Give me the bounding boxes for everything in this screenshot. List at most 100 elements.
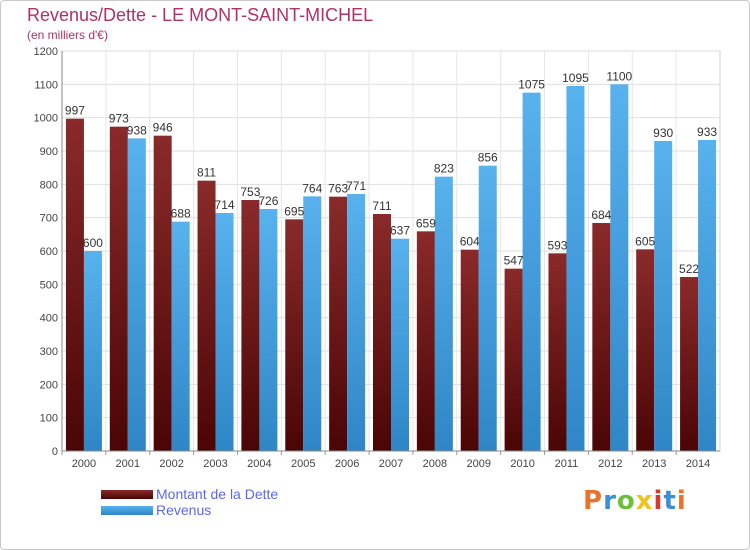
bar-dette bbox=[416, 231, 435, 451]
data-label-dette: 522 bbox=[679, 262, 699, 276]
data-label-dette: 997 bbox=[65, 104, 85, 118]
bar-revenus bbox=[566, 86, 585, 451]
data-label-revenus: 1095 bbox=[562, 71, 589, 85]
data-label-dette: 605 bbox=[635, 234, 655, 248]
data-label-revenus: 600 bbox=[83, 236, 103, 250]
proxiti-logo: Proxiti bbox=[583, 486, 687, 516]
legend-swatch-revenus bbox=[101, 506, 153, 515]
x-tick-label: 2000 bbox=[72, 458, 96, 470]
data-label-revenus: 933 bbox=[697, 125, 717, 139]
bar-revenus bbox=[391, 238, 409, 451]
data-label-dette: 946 bbox=[153, 121, 173, 135]
bar-revenus bbox=[303, 196, 322, 451]
data-label-revenus: 1075 bbox=[518, 78, 545, 92]
y-tick-label: 500 bbox=[40, 279, 58, 291]
data-label-dette: 973 bbox=[109, 112, 129, 126]
data-label-revenus: 938 bbox=[127, 123, 147, 137]
y-tick-label: 1200 bbox=[34, 46, 58, 58]
bar-revenus bbox=[83, 251, 102, 451]
x-tick-label: 2009 bbox=[466, 458, 490, 470]
bar-revenus bbox=[522, 92, 541, 452]
logo-letter: o bbox=[616, 486, 636, 516]
bar-revenus bbox=[698, 140, 717, 451]
y-tick-label: 400 bbox=[40, 313, 58, 325]
x-tick-label: 2005 bbox=[291, 458, 315, 470]
chart-title: Revenus/Dette - LE MONT-SAINT-MICHEL bbox=[27, 5, 374, 25]
x-tick-label: 2011 bbox=[555, 458, 579, 470]
logo-letter: P bbox=[583, 486, 604, 516]
y-tick-label: 200 bbox=[40, 379, 58, 391]
data-label-revenus: 1100 bbox=[606, 69, 632, 83]
data-label-dette: 684 bbox=[591, 208, 611, 222]
x-tick-label: 2003 bbox=[203, 458, 227, 470]
bar-revenus bbox=[434, 176, 453, 451]
data-label-revenus: 688 bbox=[171, 207, 191, 221]
data-label-dette: 695 bbox=[284, 204, 304, 218]
bar-revenus bbox=[478, 165, 497, 451]
x-tick-label: 2007 bbox=[379, 458, 403, 470]
data-label-dette: 659 bbox=[416, 216, 436, 230]
bar-dette bbox=[504, 268, 523, 451]
bar-dette bbox=[680, 277, 699, 451]
legend-label-dette: Montant de la Dette bbox=[156, 486, 279, 502]
bar-dette bbox=[109, 126, 128, 452]
bar-revenus bbox=[215, 213, 234, 451]
bar-revenus bbox=[347, 194, 366, 451]
bar-dette bbox=[241, 200, 260, 451]
bar-dette bbox=[285, 219, 304, 451]
y-tick-label: 900 bbox=[40, 146, 58, 158]
x-tick-label: 2006 bbox=[335, 458, 359, 470]
data-label-revenus: 771 bbox=[346, 179, 366, 193]
x-tick-label: 2014 bbox=[686, 458, 710, 470]
y-tick-label: 300 bbox=[40, 346, 58, 358]
x-tick-label: 2008 bbox=[423, 458, 447, 470]
x-tick-label: 2013 bbox=[642, 458, 666, 470]
data-label-revenus: 764 bbox=[302, 181, 322, 195]
x-tick-label: 2004 bbox=[247, 458, 271, 470]
bar-dette bbox=[592, 223, 611, 451]
data-label-revenus: 930 bbox=[653, 126, 673, 140]
legend-swatch-dette bbox=[101, 490, 153, 499]
bar-dette bbox=[197, 180, 216, 451]
y-tick-label: 0 bbox=[52, 446, 58, 458]
x-tick-label: 2012 bbox=[598, 458, 622, 470]
bar-revenus bbox=[654, 141, 673, 451]
bar-dette bbox=[373, 214, 391, 451]
bar-dette bbox=[329, 196, 348, 451]
bar-revenus bbox=[259, 209, 278, 451]
data-label-dette: 711 bbox=[372, 199, 391, 213]
y-tick-label: 600 bbox=[40, 246, 58, 258]
y-tick-label: 1100 bbox=[34, 79, 58, 91]
bar-revenus bbox=[127, 138, 146, 452]
logo-letter: t bbox=[663, 486, 677, 516]
data-label-dette: 811 bbox=[197, 166, 216, 180]
data-label-dette: 763 bbox=[328, 182, 348, 196]
x-tick-label: 2002 bbox=[159, 458, 183, 470]
bar-revenus bbox=[610, 84, 629, 451]
y-tick-label: 1000 bbox=[34, 113, 58, 125]
data-label-revenus: 637 bbox=[390, 224, 410, 238]
y-tick-label: 700 bbox=[40, 213, 58, 225]
logo-letter: r bbox=[603, 486, 617, 516]
data-label-revenus: 714 bbox=[215, 198, 235, 212]
y-tick-label: 800 bbox=[40, 179, 58, 191]
bar-dette bbox=[153, 135, 172, 451]
data-label-revenus: 856 bbox=[478, 151, 498, 165]
x-tick-label: 2010 bbox=[510, 458, 534, 470]
data-label-revenus: 823 bbox=[434, 162, 454, 176]
chart-subtitle: (en milliers d'€) bbox=[27, 28, 108, 42]
data-label-dette: 753 bbox=[240, 185, 260, 199]
data-label-revenus: 726 bbox=[258, 194, 278, 208]
x-tick-label: 2001 bbox=[116, 458, 140, 470]
data-label-dette: 604 bbox=[460, 235, 480, 249]
bar-revenus bbox=[171, 221, 190, 451]
logo-letter: i bbox=[653, 486, 664, 516]
data-label-dette: 593 bbox=[547, 238, 567, 252]
bar-dette bbox=[65, 118, 84, 452]
bar-dette bbox=[460, 249, 479, 451]
bar-dette bbox=[636, 249, 655, 451]
logo-letter: x bbox=[635, 486, 654, 516]
bar-dette bbox=[548, 253, 567, 451]
